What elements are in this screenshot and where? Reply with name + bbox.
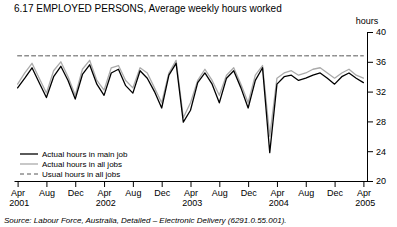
x-tick-label-line: Apr [11, 188, 25, 198]
x-tick-label-line: Apr [98, 188, 112, 198]
x-tick-label-line: 2005 [353, 198, 376, 208]
legend-swatch [20, 174, 38, 175]
x-tick: Aug [39, 181, 55, 198]
x-tick-label: Dec [68, 188, 85, 198]
y-tick: 36 [367, 57, 386, 67]
x-axis: Apr 2001 Aug Dec Apr 2002 Aug Dec Apr 2003 Aug D… [7, 181, 375, 208]
x-tick-mark [335, 181, 336, 187]
y-tick-label: 24 [376, 147, 386, 157]
y-tick: 24 [367, 147, 386, 157]
x-tick-label: Dec [241, 188, 258, 198]
y-tick-mark [367, 92, 373, 93]
x-tick-label-line: 2003 [180, 198, 203, 208]
y-tick-mark [367, 62, 373, 63]
x-tick-mark [219, 181, 220, 187]
legend: Actual hours in main jobActual hours in … [20, 150, 128, 179]
y-tick: 32 [367, 87, 386, 97]
plot: 202428323640hoursApr 2001AugDecApr 2002A… [7, 16, 386, 208]
line [18, 60, 364, 136]
x-tick-label-line: 2002 [93, 198, 116, 208]
x-tick: Apr 2005 [353, 181, 376, 208]
title: 6.17 EMPLOYED PERSONS, Average weekly ho… [14, 3, 282, 14]
legend-label: Usual hours in all jobs [42, 170, 120, 179]
x-tick-label-line: Aug [212, 188, 228, 198]
x-tick-label: Dec [327, 188, 344, 198]
x-tick: Dec [68, 181, 85, 198]
x-tick-label: Aug [298, 188, 314, 198]
legend-label: Actual hours in all jobs [42, 160, 122, 169]
y-axis: 20 24 28 32 36 40 [367, 27, 386, 186]
x-tick: Apr 2004 [266, 181, 289, 208]
x-tick-mark [104, 181, 105, 187]
x-tick: Dec [154, 181, 171, 198]
x-tick: Aug [212, 181, 228, 198]
y-tick-label: 28 [376, 117, 386, 127]
x-tick-label-line: Aug [39, 188, 55, 198]
x-tick-mark [46, 181, 47, 187]
legend-label: Actual hours in main job [42, 150, 128, 159]
legend-swatch [20, 163, 38, 164]
x-tick-label-line: Dec [241, 188, 258, 198]
line [18, 55, 364, 56]
y-tick-label: 20 [376, 176, 386, 186]
line [18, 63, 364, 152]
x-tick-mark [306, 181, 307, 187]
x-tick: Apr 2003 [180, 181, 203, 208]
x-tick-label-line: Apr [184, 188, 198, 198]
y-axis-label: hours [356, 16, 379, 26]
y-tick: 40 [367, 27, 386, 37]
x-tick: Apr 2001 [7, 181, 30, 208]
x-tick: Aug [125, 181, 141, 198]
chart: 6.17 EMPLOYED PERSONS, Average weekly ho… [0, 0, 397, 227]
legend-swatch [20, 153, 38, 154]
legend-item: Actual hours in all jobs [20, 160, 122, 169]
y-tick-label: 40 [376, 27, 386, 37]
x-tick-label: Aug [39, 188, 55, 198]
x-tick-label: Apr 2003 [180, 188, 203, 208]
x-tick-label: Apr 2005 [353, 188, 376, 208]
x-tick: Apr 2002 [93, 181, 116, 208]
x-tick-label-line: Aug [125, 188, 141, 198]
x-tick-label-line: Apr [357, 188, 371, 198]
legend-item: Actual hours in main job [20, 150, 128, 159]
source: Source: Labour Force, Australia, Detaile… [4, 216, 287, 225]
x-tick-mark [18, 181, 19, 187]
x-tick-label-line: 2001 [7, 198, 30, 208]
x-tick-label: Aug [125, 188, 141, 198]
x-tick-label: Apr 2002 [93, 188, 116, 208]
x-tick-label-line: Dec [327, 188, 344, 198]
x-tick-mark [277, 181, 278, 187]
x-tick: Dec [327, 181, 344, 198]
y-tick-label: 32 [376, 87, 386, 97]
x-tick-mark [75, 181, 76, 187]
y-tick-label: 36 [376, 57, 386, 67]
x-tick-mark [162, 181, 163, 187]
y-tick: 20 [367, 176, 386, 186]
y-tick-mark [367, 181, 373, 182]
x-tick-label-line: Aug [298, 188, 314, 198]
legend-item: Usual hours in all jobs [20, 170, 120, 179]
x-tick-mark [248, 181, 249, 187]
x-tick: Aug [298, 181, 314, 198]
y-tick-mark [367, 121, 373, 122]
y-tick-mark [367, 32, 373, 33]
x-tick-mark [133, 181, 134, 187]
x-tick-mark [363, 181, 364, 187]
x-tick-mark [191, 181, 192, 187]
x-tick-label: Aug [212, 188, 228, 198]
x-tick-label-line: Dec [68, 188, 85, 198]
y-axis-line [367, 33, 368, 182]
x-tick: Dec [241, 181, 258, 198]
x-tick-label: Apr 2001 [7, 188, 30, 208]
y-tick-mark [367, 151, 373, 152]
x-tick-label-line: 2004 [266, 198, 289, 208]
x-tick-label: Dec [154, 188, 171, 198]
y-tick: 28 [367, 117, 386, 127]
x-tick-label-line: Dec [154, 188, 171, 198]
x-tick-label-line: Apr [270, 188, 284, 198]
x-tick-label: Apr 2004 [266, 188, 289, 208]
lines [18, 56, 364, 153]
